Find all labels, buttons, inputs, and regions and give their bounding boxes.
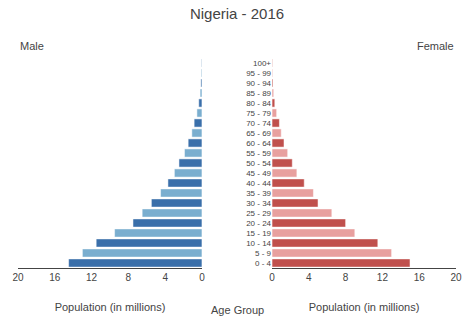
svg-text:70 - 74: 70 - 74 [246, 119, 271, 128]
svg-text:20: 20 [12, 272, 24, 283]
svg-text:Population (in millions): Population (in millions) [309, 301, 420, 313]
svg-text:50 - 54: 50 - 54 [246, 159, 271, 168]
svg-text:25 - 29: 25 - 29 [246, 209, 271, 218]
svg-text:8: 8 [343, 272, 349, 283]
svg-text:100+: 100+ [253, 59, 271, 68]
svg-text:4: 4 [306, 272, 312, 283]
svg-text:90 - 94: 90 - 94 [246, 79, 271, 88]
svg-text:20 - 24: 20 - 24 [246, 219, 271, 228]
svg-text:80 - 84: 80 - 84 [246, 99, 271, 108]
svg-text:45 - 49: 45 - 49 [246, 169, 271, 178]
svg-text:20: 20 [450, 272, 462, 283]
svg-text:35 - 39: 35 - 39 [246, 189, 271, 198]
svg-text:12: 12 [377, 272, 389, 283]
svg-text:Nigeria - 2016: Nigeria - 2016 [190, 5, 284, 22]
svg-text:60 - 64: 60 - 64 [246, 139, 271, 148]
svg-text:65 - 69: 65 - 69 [246, 129, 271, 138]
svg-text:95 - 99: 95 - 99 [246, 69, 271, 78]
svg-text:15 - 19: 15 - 19 [246, 229, 271, 238]
svg-text:55 - 59: 55 - 59 [246, 149, 271, 158]
svg-text:0: 0 [269, 272, 275, 283]
svg-text:4: 4 [162, 272, 168, 283]
svg-text:Male: Male [20, 40, 44, 52]
svg-text:Female: Female [417, 40, 454, 52]
svg-text:Population (in millions): Population (in millions) [55, 301, 166, 313]
svg-text:40 - 44: 40 - 44 [246, 179, 271, 188]
svg-text:8: 8 [126, 272, 132, 283]
svg-text:16: 16 [49, 272, 61, 283]
svg-text:Age Group: Age Group [211, 304, 264, 316]
svg-text:10 - 14: 10 - 14 [246, 239, 271, 248]
svg-text:75 - 79: 75 - 79 [246, 109, 271, 118]
svg-text:30 - 34: 30 - 34 [246, 199, 271, 208]
svg-text:0: 0 [199, 272, 205, 283]
svg-text:16: 16 [414, 272, 426, 283]
svg-text:0 - 4: 0 - 4 [255, 259, 272, 268]
svg-text:12: 12 [86, 272, 98, 283]
svg-text:5 - 9: 5 - 9 [255, 249, 272, 258]
svg-text:85 - 89: 85 - 89 [246, 89, 271, 98]
